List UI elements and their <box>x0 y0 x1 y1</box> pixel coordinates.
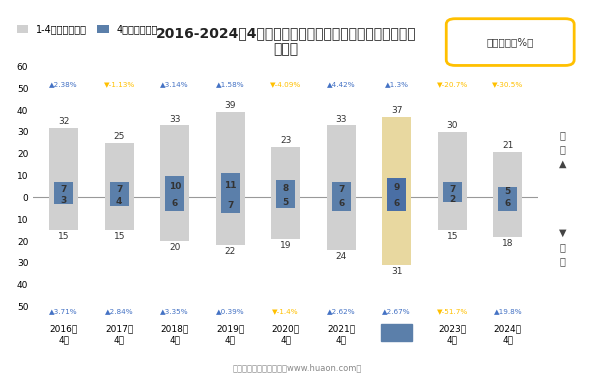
Text: 20: 20 <box>169 243 180 252</box>
Text: 4: 4 <box>116 197 123 206</box>
Text: ▼-1.13%: ▼-1.13% <box>104 81 135 87</box>
Text: ▼-4.09%: ▼-4.09% <box>270 81 302 87</box>
Text: ▲2.84%: ▲2.84% <box>105 308 133 314</box>
Text: ▼-20.7%: ▼-20.7% <box>437 81 468 87</box>
Bar <box>438 197 466 230</box>
Text: 6: 6 <box>171 199 178 208</box>
Text: 出
口
▲: 出 口 ▲ <box>559 131 566 169</box>
Bar <box>332 182 350 211</box>
Text: ▼
进
口: ▼ 进 口 <box>559 228 566 266</box>
Text: ▲3.35%: ▲3.35% <box>161 308 189 314</box>
Bar <box>277 180 295 208</box>
Text: 30: 30 <box>447 121 458 130</box>
Text: 22: 22 <box>225 247 236 256</box>
Title: 2016-2024年4月苏州高新技术产业开发区综合保税区进、
出口额: 2016-2024年4月苏州高新技术产业开发区综合保税区进、 出口额 <box>155 27 416 56</box>
Text: 33: 33 <box>169 114 180 123</box>
Text: 37: 37 <box>391 106 403 115</box>
Text: ▲19.8%: ▲19.8% <box>493 308 522 314</box>
Text: 6: 6 <box>394 199 400 208</box>
Text: ▲2.38%: ▲2.38% <box>49 81 78 87</box>
Text: 33: 33 <box>336 114 347 123</box>
Bar <box>383 117 411 197</box>
Text: 15: 15 <box>58 232 70 241</box>
Text: 15: 15 <box>447 232 458 241</box>
Text: 同比增速（%）: 同比增速（%） <box>487 37 534 47</box>
Bar <box>493 197 522 237</box>
Text: ▲3.71%: ▲3.71% <box>49 308 78 314</box>
Bar <box>221 174 240 213</box>
Text: ▲3.14%: ▲3.14% <box>161 81 189 87</box>
Text: 19: 19 <box>280 241 292 250</box>
Legend: 1-4月（亿美元）, 4月（亿美元）: 1-4月（亿美元）, 4月（亿美元） <box>13 21 162 38</box>
Bar <box>383 197 411 265</box>
Bar <box>105 197 134 230</box>
Text: 10: 10 <box>168 182 181 191</box>
Text: 3: 3 <box>61 196 67 205</box>
Text: 制图：华经产业研究院（www.huaon.com）: 制图：华经产业研究院（www.huaon.com） <box>233 363 362 372</box>
Text: 39: 39 <box>224 101 236 110</box>
Text: 8: 8 <box>283 184 289 193</box>
Bar <box>493 151 522 197</box>
Bar <box>438 132 466 197</box>
Text: ▼-1.4%: ▼-1.4% <box>273 308 299 314</box>
Text: 23: 23 <box>280 137 292 145</box>
Bar <box>54 182 73 204</box>
Text: 32: 32 <box>58 117 70 126</box>
Bar <box>165 175 184 211</box>
Text: 18: 18 <box>502 239 513 248</box>
Text: 6: 6 <box>505 199 511 208</box>
Text: 21: 21 <box>502 141 513 150</box>
Bar <box>105 143 134 197</box>
Text: 11: 11 <box>224 181 236 190</box>
Text: 7: 7 <box>61 185 67 194</box>
Text: 31: 31 <box>391 267 403 276</box>
Text: 5: 5 <box>283 198 289 208</box>
Text: 15: 15 <box>114 232 125 241</box>
Bar <box>327 197 356 250</box>
Text: ▼-30.5%: ▼-30.5% <box>492 81 524 87</box>
Text: ▲2.62%: ▲2.62% <box>327 308 356 314</box>
Bar <box>160 197 189 241</box>
Bar <box>443 182 462 202</box>
Text: 7: 7 <box>338 185 345 194</box>
Text: ▲1.58%: ▲1.58% <box>216 81 245 87</box>
Bar <box>49 128 78 197</box>
Text: 7: 7 <box>449 185 456 194</box>
Bar <box>160 125 189 197</box>
Bar <box>387 178 406 211</box>
Bar <box>49 197 78 230</box>
Text: 24: 24 <box>336 252 347 261</box>
Text: ▲4.42%: ▲4.42% <box>327 81 356 87</box>
Text: ▼-51.7%: ▼-51.7% <box>437 308 468 314</box>
Text: ▲2.67%: ▲2.67% <box>383 308 411 314</box>
Bar <box>327 125 356 197</box>
Text: 7: 7 <box>116 185 123 194</box>
Bar <box>110 182 129 206</box>
Bar <box>381 324 412 341</box>
Text: ▲1.3%: ▲1.3% <box>385 81 409 87</box>
Bar <box>499 187 517 211</box>
Text: 7: 7 <box>227 200 233 209</box>
Text: 5: 5 <box>505 187 511 196</box>
Bar <box>216 112 245 197</box>
Text: 2: 2 <box>449 195 455 204</box>
Bar <box>271 197 300 239</box>
Text: 6: 6 <box>338 199 345 208</box>
Text: 9: 9 <box>394 183 400 192</box>
Bar <box>216 197 245 245</box>
Bar <box>271 147 300 197</box>
Text: 25: 25 <box>114 132 125 141</box>
Text: ▲0.39%: ▲0.39% <box>216 308 245 314</box>
